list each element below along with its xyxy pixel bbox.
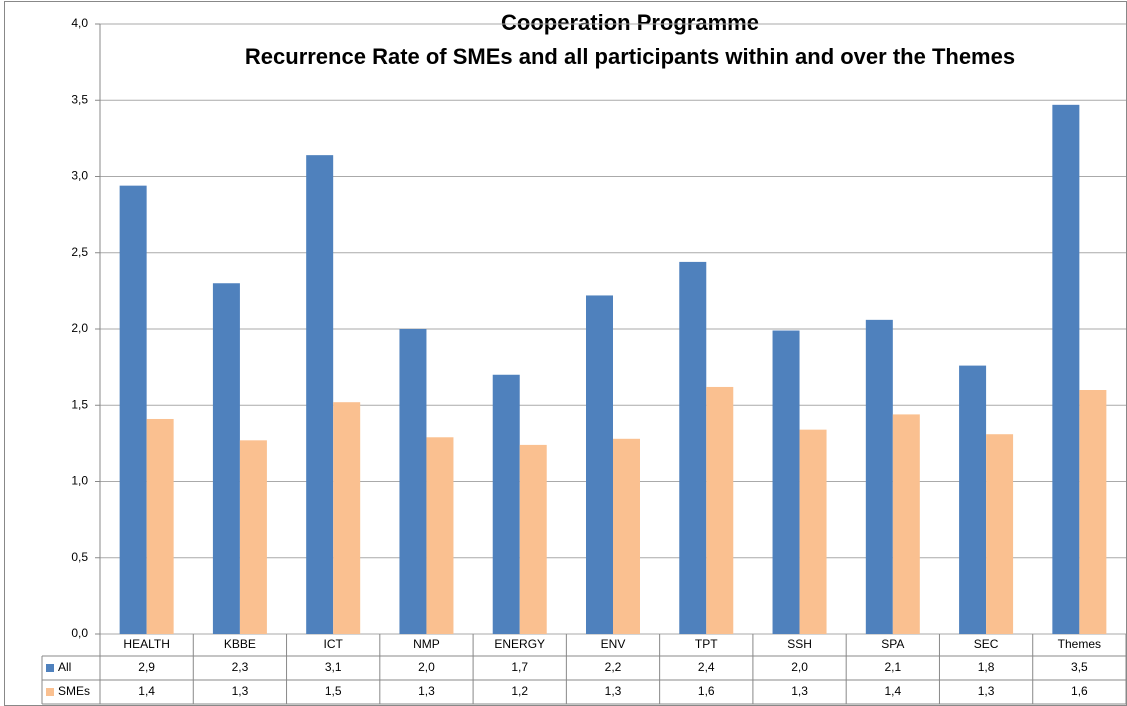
- table-value: 1,6: [1071, 684, 1088, 698]
- table-value: 2,1: [884, 660, 901, 674]
- x-tick-label: NMP: [413, 637, 440, 651]
- x-tick-label: ENV: [601, 637, 626, 651]
- table-value: 3,5: [1071, 660, 1088, 674]
- bar: [1052, 104, 1080, 634]
- chart-title: Cooperation Programme: [501, 10, 759, 35]
- table-value: 1,3: [605, 684, 622, 698]
- table-value: 2,0: [418, 660, 435, 674]
- table-value: 1,3: [232, 684, 249, 698]
- table-value: 1,2: [511, 684, 528, 698]
- table-value: 1,6: [698, 684, 715, 698]
- bar: [239, 440, 267, 634]
- x-tick-label: ENERGY: [494, 637, 545, 651]
- x-tick-label: SPA: [881, 637, 904, 651]
- bar: [986, 434, 1014, 634]
- table-value: 1,5: [325, 684, 342, 698]
- bar: [212, 283, 240, 634]
- bar: [519, 444, 547, 634]
- table-value: 2,2: [605, 660, 622, 674]
- table-value: 2,3: [232, 660, 249, 674]
- table-value: 1,7: [511, 660, 528, 674]
- chart-subtitle: Recurrence Rate of SMEs and all particip…: [245, 44, 1015, 69]
- y-tick-label: 4,0: [71, 16, 88, 30]
- bar: [333, 402, 361, 634]
- bar: [799, 429, 827, 634]
- table-value: 1,8: [978, 660, 995, 674]
- bar: [679, 261, 707, 634]
- bar: [119, 185, 147, 634]
- legend-label: SMEs: [58, 684, 90, 698]
- x-tick-label: SSH: [787, 637, 812, 651]
- bar: [306, 155, 334, 634]
- x-tick-label: TPT: [695, 637, 718, 651]
- table-value: 2,9: [138, 660, 155, 674]
- x-tick-label: KBBE: [224, 637, 256, 651]
- y-tick-label: 0,0: [71, 626, 88, 640]
- table-value: 1,4: [884, 684, 901, 698]
- bar: [706, 386, 734, 634]
- legend-label: All: [58, 660, 71, 674]
- table-value: 1,3: [418, 684, 435, 698]
- y-tick-label: 2,0: [71, 321, 88, 335]
- table-value: 1,4: [138, 684, 155, 698]
- bar: [586, 295, 613, 634]
- x-tick-label: ICT: [324, 637, 344, 651]
- legend-key: [46, 688, 54, 696]
- bar: [426, 437, 454, 634]
- y-tick-label: 1,0: [71, 474, 88, 488]
- table-value: 2,4: [698, 660, 715, 674]
- bar: [865, 319, 893, 634]
- table-value: 2,0: [791, 660, 808, 674]
- bar: [492, 374, 520, 634]
- bar: [146, 418, 174, 634]
- chart-frame: [4, 1, 1127, 706]
- y-tick-label: 0,5: [71, 550, 88, 564]
- table-value: 1,3: [791, 684, 808, 698]
- y-tick-label: 3,5: [71, 92, 88, 106]
- bar: [892, 414, 920, 634]
- bar: [613, 438, 640, 634]
- bar: [772, 330, 800, 634]
- y-tick-label: 1,5: [71, 397, 88, 411]
- y-tick-label: 3,0: [71, 169, 88, 183]
- legend-key: [46, 664, 54, 672]
- bar: [399, 329, 427, 634]
- bar: [959, 365, 987, 634]
- table-value: 1,3: [978, 684, 995, 698]
- bar: [1079, 390, 1107, 634]
- x-tick-label: Themes: [1058, 637, 1101, 651]
- x-tick-label: SEC: [974, 637, 999, 651]
- y-tick-label: 2,5: [71, 245, 88, 259]
- x-tick-label: HEALTH: [123, 637, 169, 651]
- table-value: 3,1: [325, 660, 342, 674]
